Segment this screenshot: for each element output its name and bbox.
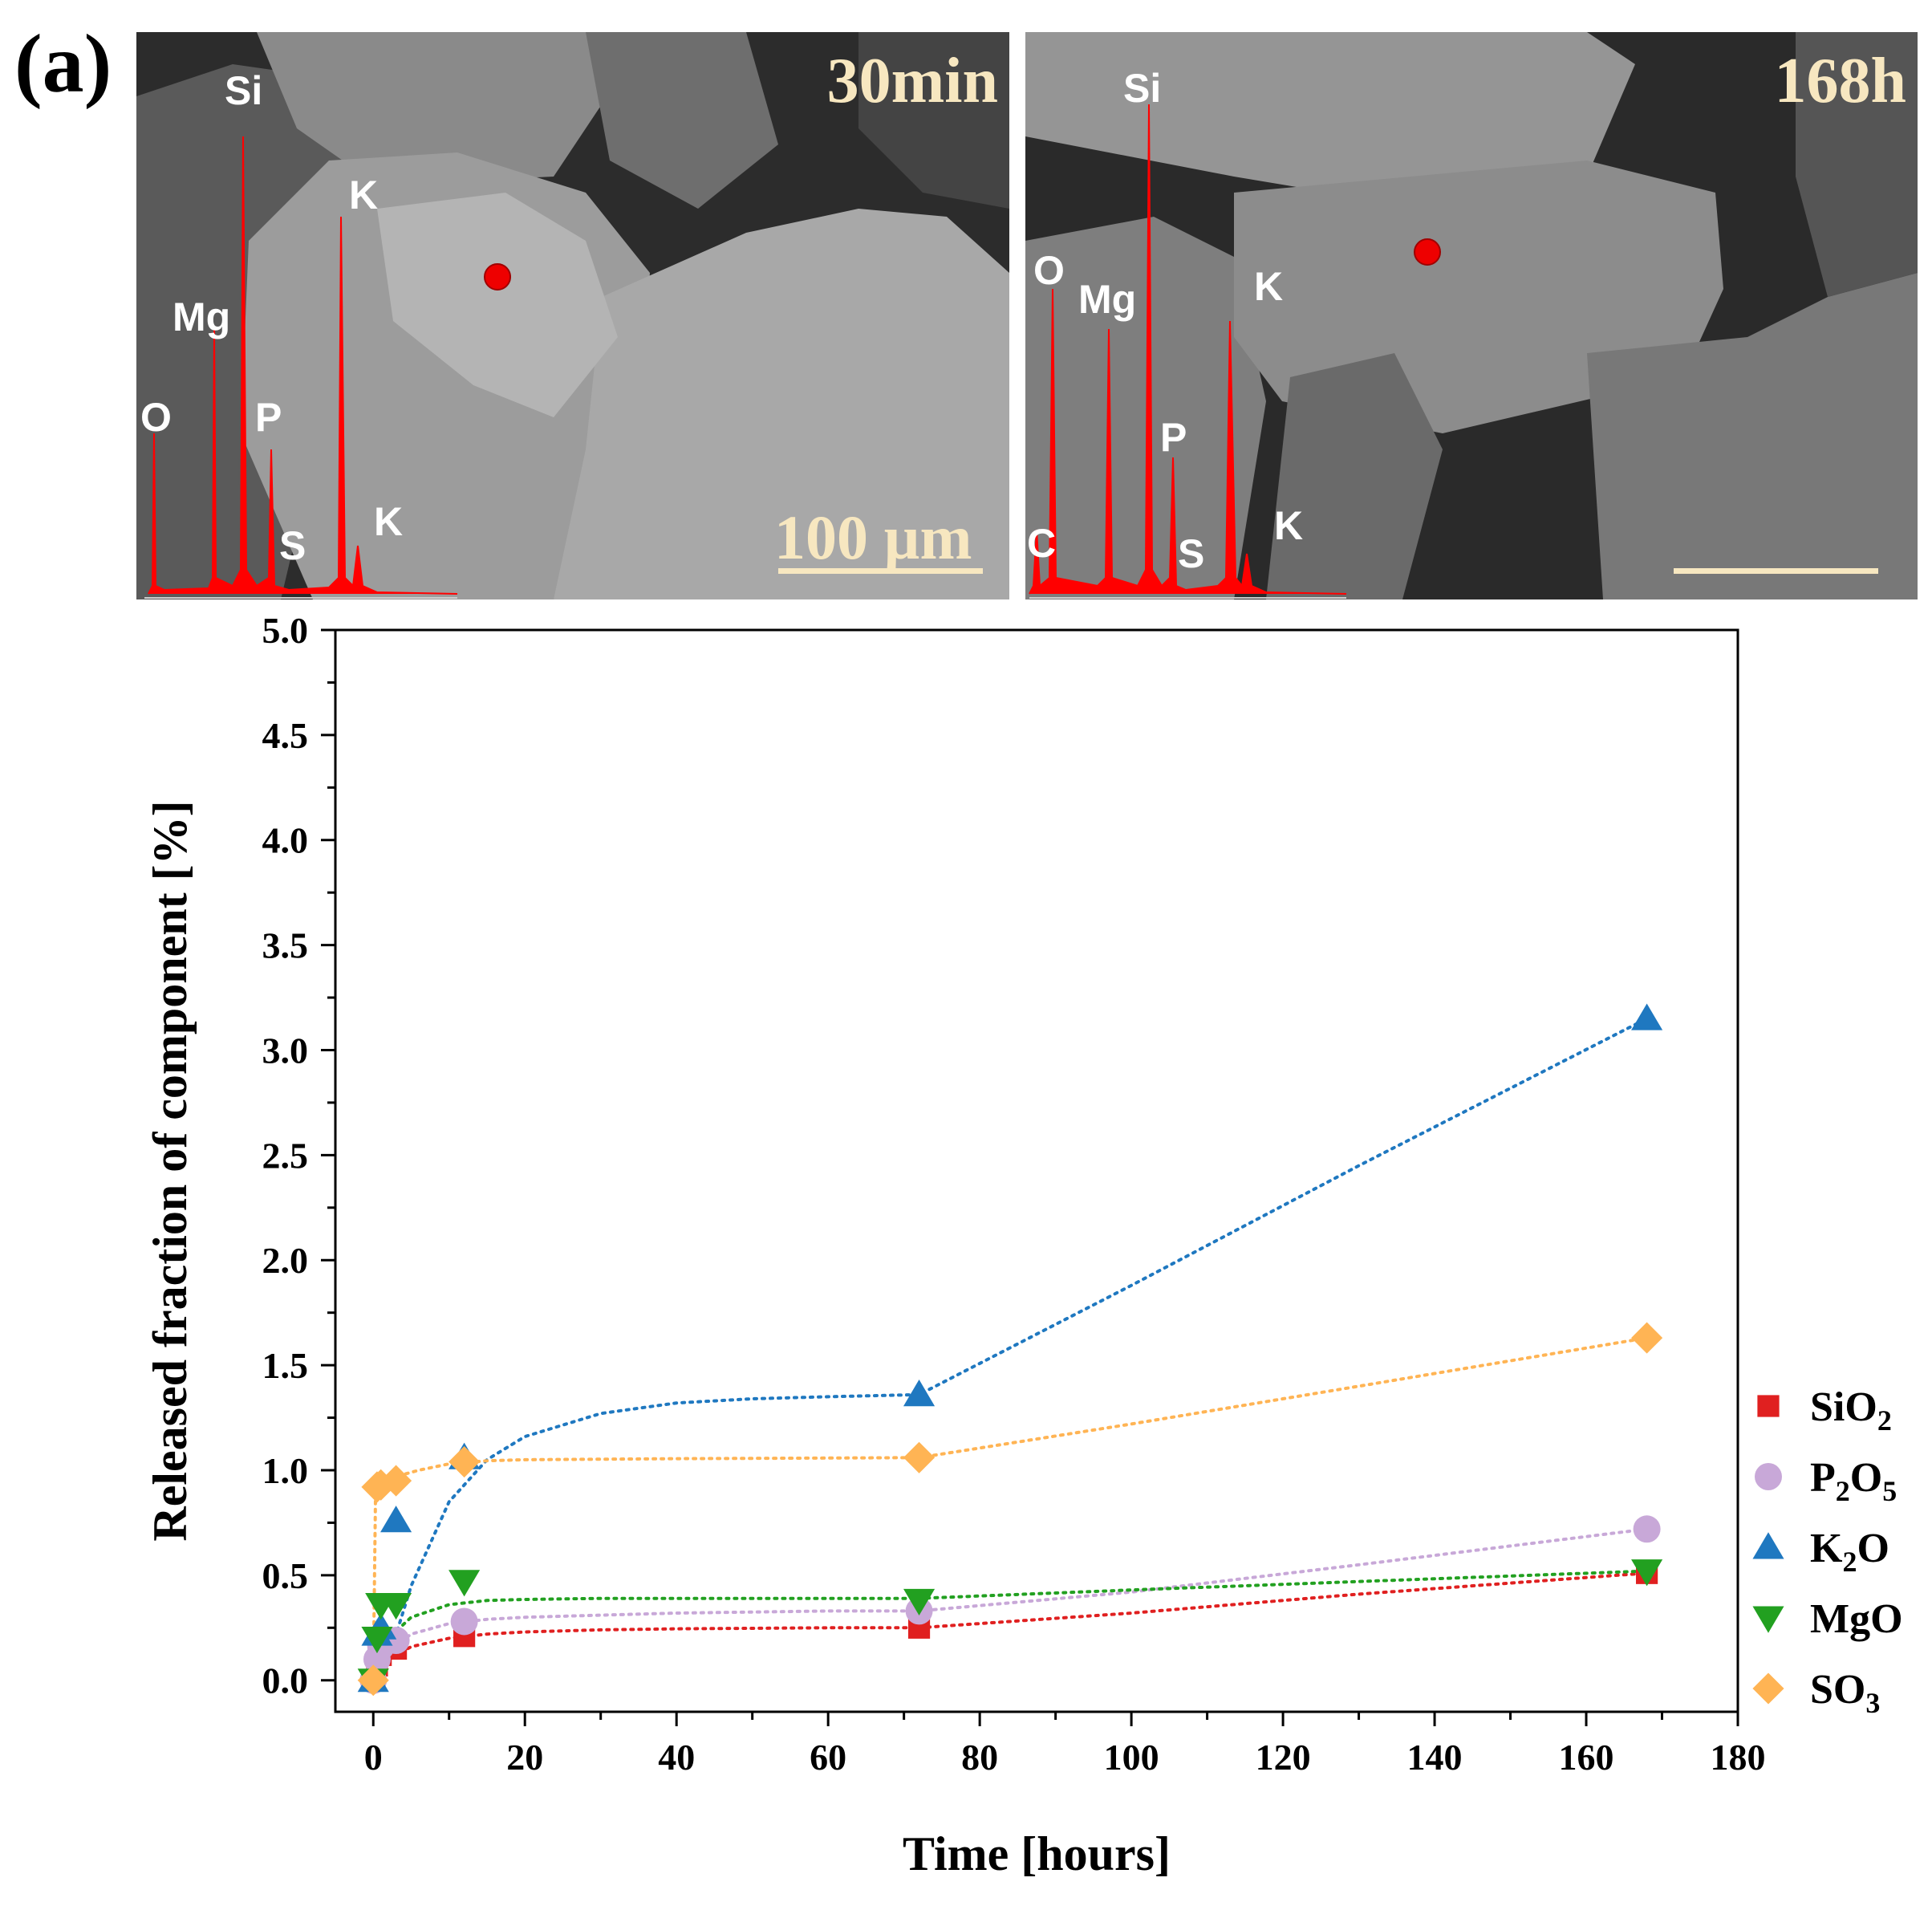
data-point-so3 (448, 1445, 481, 1478)
data-point-so3 (1631, 1322, 1663, 1354)
x-tick-label: 140 (1407, 1737, 1463, 1778)
y-axis-title: Released fraction of component [%] (144, 800, 197, 1541)
scale-bar-label: 100 µm (774, 502, 972, 572)
eds-spot-marker (484, 263, 511, 291)
legend-marker-k2o (1752, 1532, 1784, 1559)
eds-spot-marker (1414, 238, 1441, 266)
eds-peak-label: O (1033, 248, 1065, 293)
data-point-mgo (448, 1570, 481, 1597)
axes: 0 20 40 60 80 100 120 140 160 180 0.0 0.5 1.0 1.5 2.0 2… (262, 610, 1766, 1778)
panel-label: (a) (14, 18, 112, 110)
eds-spectrum-168h (1029, 104, 1347, 599)
eds-peak-label: K (374, 499, 404, 544)
x-axis-title: Time [hours] (903, 1827, 1171, 1880)
eds-peak-label: K (1274, 503, 1304, 548)
scale-bar (1674, 568, 1878, 574)
y-tick-label: 1.5 (262, 1345, 309, 1386)
sem-texture (136, 32, 1009, 599)
data-markers (357, 1003, 1663, 1697)
legend-marker-mgo (1752, 1606, 1784, 1633)
x-tick-label: 120 (1256, 1737, 1311, 1778)
eds-spectrum-30min (144, 136, 458, 599)
plot-frame (334, 628, 1739, 1713)
fit-curve-k2o (371, 1017, 1649, 1682)
legend-label-sio2: SiO2 (1810, 1384, 1892, 1437)
legend-marker-so3 (1752, 1672, 1784, 1705)
legend-label-mgo: MgO (1810, 1596, 1903, 1642)
y-tick-label: 0.5 (262, 1555, 309, 1596)
data-point-k2o (380, 1506, 412, 1533)
scale-bar (778, 568, 983, 574)
time-label-168h: 168h (1774, 46, 1907, 116)
data-point-mgo (903, 1588, 936, 1615)
legend-label-p2o5: P2O5 (1810, 1455, 1897, 1507)
data-point-p2o5 (450, 1607, 478, 1636)
fit-curve-p2o5 (371, 1527, 1649, 1682)
y-tick-label: 0.0 (262, 1660, 309, 1701)
x-tick-label: 0 (364, 1737, 383, 1778)
x-tick-label: 160 (1559, 1737, 1614, 1778)
eds-peak-label: Si (1123, 66, 1162, 111)
legend-label-so3: SO3 (1810, 1667, 1880, 1719)
data-point-so3 (380, 1465, 412, 1497)
sem-image-168h: C O Mg Si P S K K 168h (1025, 32, 1918, 599)
y-tick-label: 5.0 (262, 610, 309, 651)
x-tick-label: 20 (506, 1737, 543, 1778)
x-tick-label: 180 (1711, 1737, 1766, 1778)
y-tick-label: 4.0 (262, 820, 309, 861)
data-point-mgo (361, 1626, 393, 1654)
data-point-so3 (903, 1441, 936, 1473)
plot-border (334, 628, 1739, 1713)
legend-marker-p2o5 (1755, 1463, 1782, 1490)
x-tick-label: 100 (1104, 1737, 1159, 1778)
y-tick-label: 3.5 (262, 925, 309, 966)
data-point-k2o (903, 1380, 936, 1407)
x-tick-label: 40 (658, 1737, 695, 1778)
fit-curve-so3 (371, 1336, 1649, 1682)
eds-peak-label: C (1027, 521, 1057, 566)
eds-peak-label: O (140, 395, 172, 440)
data-point-k2o (1631, 1003, 1663, 1030)
data-point-mgo (380, 1593, 412, 1620)
eds-peak-label: K (349, 173, 379, 217)
data-point-mgo (1631, 1559, 1663, 1587)
y-tick-label: 2.0 (262, 1240, 309, 1281)
y-tick-label: 1.0 (262, 1450, 309, 1491)
fit-curve-sio2 (371, 1571, 1649, 1682)
legend: SiO2 P2O5 K2O MgO SO3 (1752, 1384, 1903, 1719)
eds-peak-label: S (279, 523, 306, 568)
eds-peak-label: P (1160, 415, 1187, 460)
eds-peak-label: P (255, 395, 282, 440)
sem-image-30min: O Mg Si P S K K 30min 100 µm (136, 32, 1009, 599)
legend-marker-sio2 (1757, 1395, 1780, 1417)
y-tick-label: 4.5 (262, 715, 309, 756)
eds-peak-label: Mg (1078, 277, 1137, 322)
time-label-30min: 30min (826, 46, 998, 116)
x-tick-label: 80 (961, 1737, 998, 1778)
data-point-so3 (357, 1664, 389, 1697)
eds-peak-label: S (1178, 531, 1205, 576)
y-tick-label: 3.0 (262, 1030, 309, 1071)
legend-label-k2o: K2O (1810, 1526, 1889, 1578)
eds-peak-label: Si (225, 68, 263, 113)
y-tick-label: 2.5 (262, 1135, 309, 1176)
fit-curve-mgo (371, 1569, 1649, 1682)
x-tick-label: 60 (810, 1737, 846, 1778)
eds-peak-label: K (1254, 264, 1284, 309)
fit-curves (371, 1017, 1649, 1682)
data-point-p2o5 (1633, 1515, 1661, 1543)
eds-peak-label: Mg (172, 295, 231, 339)
